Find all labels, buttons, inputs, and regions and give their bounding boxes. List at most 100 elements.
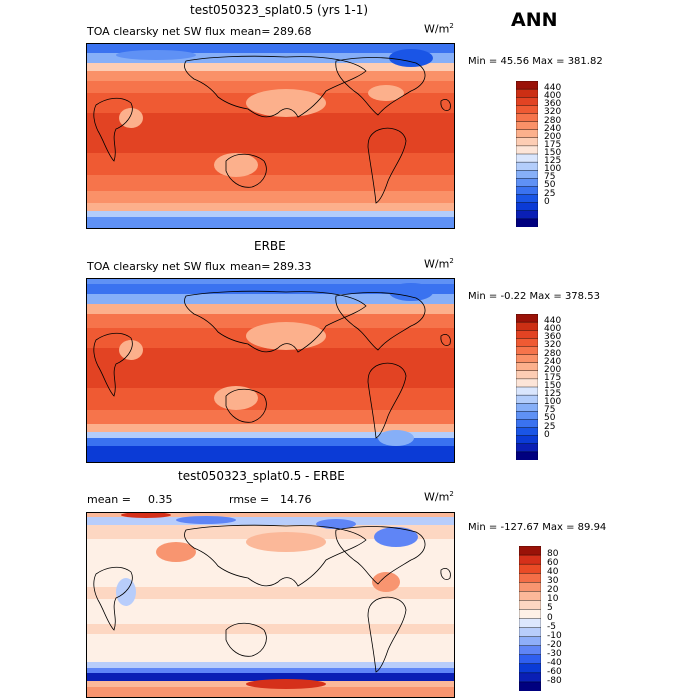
colorbar-swatch [519,654,541,665]
colorbar-swatch [516,419,538,429]
panel3-field [86,512,455,698]
panel3-rmse-value: 14.76 [280,493,312,506]
season-label: ANN [511,9,558,31]
panel2-min-max: Min = -0.22 Max = 378.53 [468,291,600,302]
colorbar-swatch [516,435,538,445]
colorbar-swatch [519,546,541,556]
colorbar-tick-label: 0 [544,196,550,207]
colorbar-swatch [516,170,538,179]
panel3-mean-label: mean = [87,493,131,506]
colorbar-swatch [516,386,538,396]
colorbar-tick-label: 125 [544,389,562,400]
colorbar-swatch [516,403,538,412]
colorbar-tick-label: -80 [547,675,562,686]
colorbar-swatch [519,618,541,629]
colorbar-tick-label: 240 [544,123,562,134]
panel1-mean-label: mean= [230,25,271,38]
colorbar-tick-label: 200 [544,131,562,142]
colorbar-tick-label: -5 [547,621,556,632]
panel2-field [86,278,455,463]
colorbar-tick-label: 150 [544,381,562,391]
colorbar-swatch [519,563,541,574]
colorbar-swatch [516,370,538,380]
colorbar-tick-label: -10 [547,630,562,641]
panel3-rmse-label: rmse = [229,493,270,506]
panel1-map [86,43,455,229]
colorbar-swatch [516,153,538,163]
colorbar-swatch [516,88,538,98]
colorbar-swatch [519,600,541,610]
colorbar-swatch [516,354,538,364]
colorbar-swatch [519,554,541,565]
colorbar-swatch [516,321,538,331]
colorbar-swatch [516,330,538,339]
colorbar-swatch [519,572,541,583]
colorbar-tick-label: 240 [544,356,562,367]
panel2-colorbar [516,314,538,460]
panel1-title: test050323_splat0.5 (yrs 1-1) [190,3,369,17]
colorbar-tick-label: 360 [544,332,562,343]
colorbar-tick-label: 25 [544,188,556,199]
colorbar-swatch [519,582,541,592]
panel3-mean-value: 0.35 [148,493,173,506]
colorbar-swatch [516,378,538,388]
colorbar-tick-label: 400 [544,91,562,102]
colorbar-swatch [516,314,538,323]
colorbar-swatch [519,591,541,601]
colorbar-swatch [516,137,538,147]
colorbar-swatch [516,186,538,196]
colorbar-tick-label: -30 [547,648,562,659]
panel1-variable: TOA clearsky net SW flux [87,25,226,38]
colorbar-tick-label: 150 [544,148,562,158]
colorbar-tick-label: 320 [544,340,562,351]
colorbar-tick-label: 320 [544,107,562,118]
panel1-min-max: Min = 45.56 Max = 381.82 [468,56,603,67]
colorbar-swatch [516,394,538,404]
colorbar-tick-label: 125 [544,156,562,167]
colorbar-swatch [516,194,538,204]
colorbar-tick-label: -40 [547,657,562,668]
panel3-map [86,512,455,698]
colorbar-swatch [516,411,538,420]
colorbar-swatch [516,362,538,372]
colorbar-swatch [519,627,541,638]
panel1-units: W/m2 [424,22,454,36]
panel3-coastlines [93,524,451,673]
panel2-units: W/m2 [424,257,454,271]
colorbar-tick-label: 280 [544,348,562,359]
colorbar-swatch [519,645,541,656]
colorbar-swatch [516,97,538,106]
colorbar-tick-label: 80 [547,549,559,560]
colorbar-swatch [516,129,538,139]
colorbar-swatch [516,202,538,212]
colorbar-swatch [519,672,541,683]
panel2-variable: TOA clearsky net SW flux [87,260,226,273]
panel1-mean-value: 289.68 [273,25,312,38]
colorbar-swatch [519,663,541,674]
colorbar-tick-label: 100 [544,164,562,175]
colorbar-tick-label: 100 [544,397,562,408]
colorbar-swatch [516,81,538,90]
colorbar-tick-label: -20 [547,639,562,650]
colorbar-swatch [516,105,538,114]
panel2-mean-label: mean= [230,260,271,273]
colorbar-tick-label: 40 [547,567,559,578]
colorbar-swatch [516,113,538,123]
colorbar-swatch [519,609,541,619]
colorbar-swatch [516,218,538,227]
colorbar-tick-label: 175 [544,372,562,383]
panel2-title: ERBE [254,239,286,253]
colorbar-swatch [516,161,538,171]
colorbar-tick-label: 20 [547,585,559,596]
colorbar-tick-label: 75 [544,405,556,416]
colorbar-tick-label: 50 [544,180,556,191]
colorbar-swatch [516,145,538,155]
panel3-colorbar [519,546,541,691]
colorbar-tick-label: 440 [544,83,562,94]
panel1-colorbar [516,81,538,227]
colorbar-swatch [516,346,538,356]
panel3-title: test050323_splat0.5 - ERBE [178,469,345,483]
colorbar-tick-label: 75 [544,172,556,183]
colorbar-tick-label: 400 [544,324,562,335]
colorbar-swatch [516,451,538,460]
